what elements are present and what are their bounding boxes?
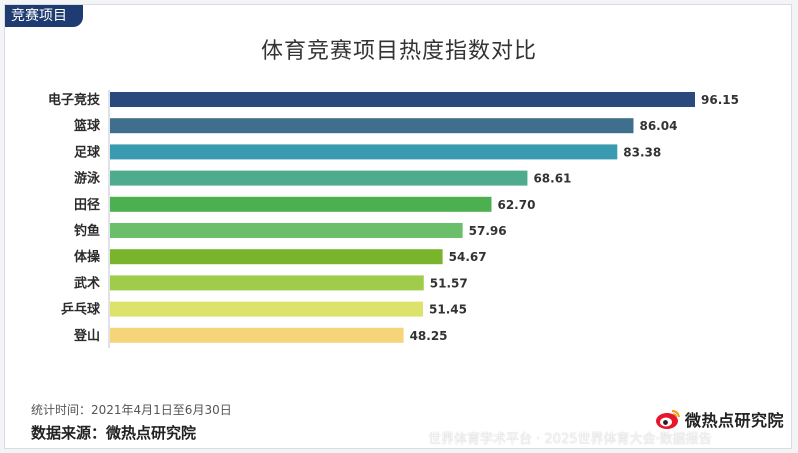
bar	[110, 144, 618, 160]
category-label: 篮球	[73, 118, 101, 134]
category-label: 钓鱼	[74, 223, 100, 239]
value-label: 51.45	[429, 303, 467, 317]
category-label: 乒乓球	[61, 302, 101, 318]
category-label: 登山	[73, 328, 100, 344]
value-label: 48.25	[410, 329, 448, 343]
value-label: 51.57	[430, 276, 468, 290]
chart-title: 体育竞赛项目热度指数对比	[260, 39, 537, 64]
bar	[110, 301, 424, 317]
value-label: 68.61	[533, 172, 571, 186]
statistics-period: 统计时间：2021年4月1日至6月30日	[31, 403, 232, 417]
category-label: 电子竞技	[48, 92, 101, 108]
watermark-text: 世界体育学术平台 · 2025世界体育大会·数据报告	[428, 432, 712, 447]
bar	[110, 196, 492, 212]
bar	[110, 118, 634, 134]
value-label: 96.15	[701, 93, 739, 107]
weibo-eye-icon	[655, 408, 681, 430]
data-source: 数据来源：微热点研究院	[31, 424, 197, 442]
logo-text: 微热点研究院	[685, 411, 785, 430]
bar	[110, 223, 463, 238]
brand-logo: 微热点研究院	[655, 406, 784, 432]
section-tag: 竞赛项目	[5, 5, 83, 27]
bar	[110, 170, 528, 186]
category-label: 体操	[74, 249, 100, 265]
value-label: 83.38	[623, 145, 661, 159]
value-label: 86.04	[639, 119, 677, 133]
value-label: 62.70	[497, 198, 535, 212]
bar	[110, 327, 404, 343]
value-label: 57.96	[469, 224, 507, 238]
bar	[110, 249, 443, 265]
category-label: 足球	[74, 144, 101, 160]
value-label: 54.67	[449, 250, 487, 264]
bar	[110, 275, 424, 291]
category-label: 田径	[74, 197, 100, 213]
bar	[110, 92, 695, 107]
category-label: 武术	[74, 275, 100, 291]
category-label: 游泳	[74, 171, 101, 187]
